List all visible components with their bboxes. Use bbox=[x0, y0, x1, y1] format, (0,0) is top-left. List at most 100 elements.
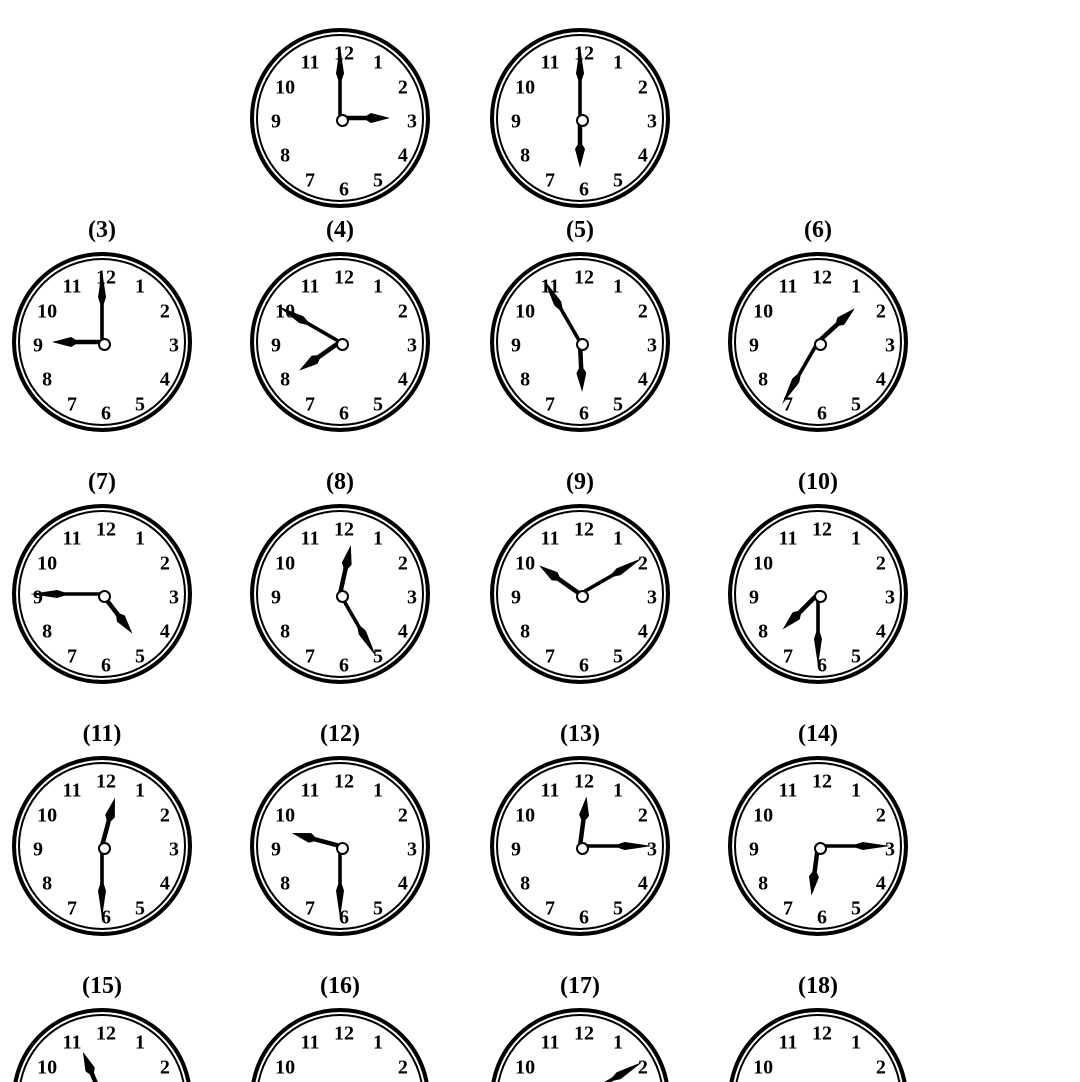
clock-numeral: 7 bbox=[305, 897, 315, 920]
clock-numeral: 8 bbox=[280, 621, 290, 644]
clock-face: 121234567891011 bbox=[250, 756, 430, 936]
clock-17: (17)121234567891011 bbox=[490, 974, 670, 1082]
clock-pivot bbox=[336, 842, 349, 855]
clock-numeral: 3 bbox=[169, 587, 179, 610]
clock-numeral: 11 bbox=[301, 52, 320, 75]
clock-numeral: 10 bbox=[37, 553, 57, 576]
clock-numeral: 10 bbox=[515, 805, 535, 828]
clock-numeral: 5 bbox=[613, 645, 623, 668]
clock-numeral: 3 bbox=[407, 111, 417, 134]
clock-pivot bbox=[576, 590, 589, 603]
clock-numeral: 1 bbox=[373, 52, 383, 75]
clock-numeral: 10 bbox=[275, 553, 295, 576]
clock-face: 121234567891011 bbox=[490, 1008, 670, 1082]
clock-numeral: 1 bbox=[613, 52, 623, 75]
clock-numeral: 12 bbox=[574, 1023, 594, 1046]
hour-hand bbox=[575, 796, 591, 847]
clock-numeral: 1 bbox=[613, 276, 623, 299]
clock-numeral: 8 bbox=[280, 145, 290, 168]
clock-pivot bbox=[814, 842, 827, 855]
minute-hand bbox=[30, 590, 102, 598]
clock-numeral: 6 bbox=[101, 403, 111, 426]
clock-numeral: 8 bbox=[758, 621, 768, 644]
clock-label: (5) bbox=[490, 218, 670, 246]
clock-numeral: 6 bbox=[817, 907, 827, 930]
clock-numeral: 6 bbox=[339, 403, 349, 426]
clock-numeral: 6 bbox=[339, 655, 349, 678]
clock-numeral: 9 bbox=[271, 111, 281, 134]
clock-16: (16)121234567891011 bbox=[250, 974, 430, 1082]
clock-numeral: 12 bbox=[574, 267, 594, 290]
clock-numeral: 12 bbox=[334, 1023, 354, 1046]
clock-numeral: 2 bbox=[876, 553, 886, 576]
clock-numeral: 5 bbox=[373, 393, 383, 416]
clock-numeral: 5 bbox=[851, 897, 861, 920]
clock-numeral: 3 bbox=[647, 335, 657, 358]
clock-numeral: 11 bbox=[63, 528, 82, 551]
clock-numeral: 9 bbox=[33, 839, 43, 862]
clock-numeral: 7 bbox=[545, 393, 555, 416]
clock-label: (9) bbox=[490, 470, 670, 498]
clock-numeral: 4 bbox=[160, 369, 170, 392]
clock-label: (13) bbox=[490, 722, 670, 750]
clock-numeral: 6 bbox=[339, 179, 349, 202]
clock-numeral: 10 bbox=[515, 1057, 535, 1080]
clock-label: (11) bbox=[12, 722, 192, 750]
clock-label: (8) bbox=[250, 470, 430, 498]
clock-numeral: 11 bbox=[63, 1032, 82, 1055]
clock-numeral: 6 bbox=[101, 655, 111, 678]
clock-pivot bbox=[814, 338, 827, 351]
clock-numeral: 8 bbox=[42, 873, 52, 896]
clock-numeral: 4 bbox=[638, 369, 648, 392]
clock-pivot bbox=[98, 338, 111, 351]
clock-numeral: 2 bbox=[876, 805, 886, 828]
clock-numeral: 1 bbox=[135, 276, 145, 299]
worksheet-page: 121234567891011 121234567891011 (3)12123… bbox=[0, 0, 1080, 1082]
clock-numeral: 12 bbox=[574, 519, 594, 542]
minute-hand bbox=[580, 842, 652, 850]
clock-numeral: 5 bbox=[613, 169, 623, 192]
clock-numeral: 3 bbox=[169, 335, 179, 358]
clock-numeral: 1 bbox=[135, 780, 145, 803]
minute-hand bbox=[98, 846, 106, 918]
clock-label: (4) bbox=[250, 218, 430, 246]
clock-numeral: 5 bbox=[135, 645, 145, 668]
clock-numeral: 7 bbox=[67, 393, 77, 416]
hour-hand bbox=[97, 796, 120, 847]
clock-label bbox=[490, 0, 670, 22]
minute-hand bbox=[336, 46, 344, 118]
clock-numeral: 7 bbox=[783, 897, 793, 920]
clock-9: (9)121234567891011 bbox=[490, 470, 670, 684]
clock-numeral: 7 bbox=[545, 645, 555, 668]
clock-numeral: 4 bbox=[638, 145, 648, 168]
clock-numeral: 4 bbox=[398, 873, 408, 896]
clock-face: 121234567891011 bbox=[490, 756, 670, 936]
clock-numeral: 11 bbox=[541, 1032, 560, 1055]
clock-label: (7) bbox=[12, 470, 192, 498]
clock-numeral: 1 bbox=[851, 1032, 861, 1055]
clock-numeral: 12 bbox=[812, 1023, 832, 1046]
clock-numeral: 1 bbox=[851, 528, 861, 551]
clock-numeral: 2 bbox=[160, 1057, 170, 1080]
hour-hand bbox=[52, 337, 102, 347]
hour-hand bbox=[335, 544, 356, 595]
clock-numeral: 8 bbox=[758, 873, 768, 896]
clock-face: 121234567891011 bbox=[12, 252, 192, 432]
clock-numeral: 4 bbox=[160, 621, 170, 644]
clock-label bbox=[250, 0, 430, 22]
clock-13: (13)121234567891011 bbox=[490, 722, 670, 936]
clock-numeral: 11 bbox=[301, 276, 320, 299]
clock-6: (6)121234567891011 bbox=[728, 218, 908, 432]
clock-pivot bbox=[98, 590, 111, 603]
clock-numeral: 5 bbox=[373, 897, 383, 920]
clock-numeral: 1 bbox=[135, 1032, 145, 1055]
clock-numeral: 7 bbox=[305, 645, 315, 668]
clock-numeral: 3 bbox=[407, 587, 417, 610]
clock-12: (12)121234567891011 bbox=[250, 722, 430, 936]
clock-numeral: 1 bbox=[613, 780, 623, 803]
clock-numeral: 3 bbox=[647, 111, 657, 134]
clock-numeral: 11 bbox=[779, 1032, 798, 1055]
clock-numeral: 6 bbox=[579, 907, 589, 930]
clock-numeral: 11 bbox=[779, 780, 798, 803]
clock-b: 121234567891011 bbox=[490, 0, 670, 208]
